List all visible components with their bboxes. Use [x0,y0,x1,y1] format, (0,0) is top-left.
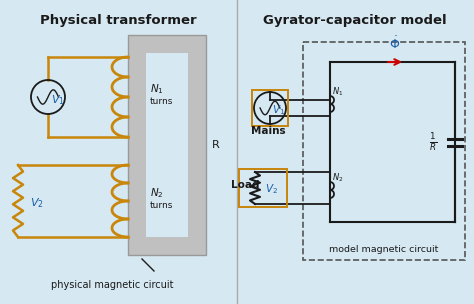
Text: $\frac{1}{R}$: $\frac{1}{R}$ [429,131,437,153]
Text: Mains: Mains [251,126,285,136]
Bar [239,169,287,207]
Text: Physical transformer: Physical transformer [40,14,196,27]
Bar [252,90,288,126]
Text: physical magnetic circuit: physical magnetic circuit [51,280,173,290]
Text: $N_2$: $N_2$ [332,172,344,185]
Text: $V_1$: $V_1$ [272,103,285,117]
Text: Load: Load [231,180,259,190]
Text: $N_1$: $N_1$ [150,82,164,96]
Bar [128,35,206,255]
Text: $N_2$: $N_2$ [150,186,164,200]
Text: $N_1$: $N_1$ [332,86,343,98]
Text: R: R [212,140,220,150]
Text: $V_2$: $V_2$ [30,196,44,210]
Text: turns: turns [150,201,173,210]
Text: model magnetic circuit: model magnetic circuit [329,245,439,254]
Text: $V_2$: $V_2$ [265,182,278,196]
Bar [303,42,465,260]
Text: $\dot{\Phi}$: $\dot{\Phi}$ [390,36,401,52]
Text: turns: turns [150,97,173,106]
Bar [146,53,188,237]
Text: Gyrator-capacitor model: Gyrator-capacitor model [263,14,447,27]
Text: $V_1$: $V_1$ [51,93,65,107]
